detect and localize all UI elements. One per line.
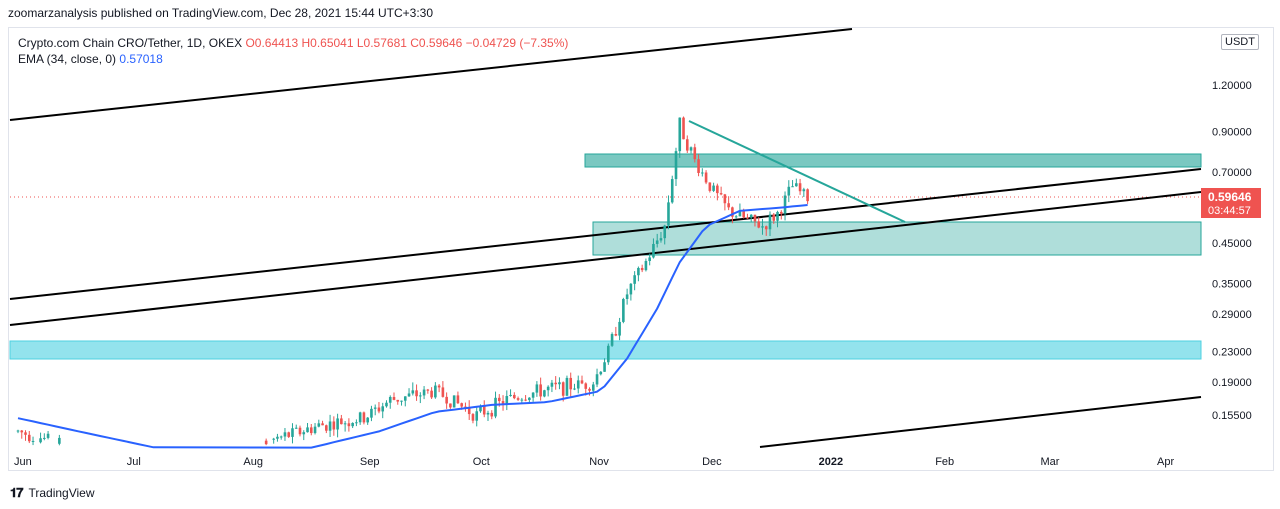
ema-value: 0.57018 xyxy=(119,52,163,66)
chart-frame xyxy=(8,27,1274,471)
symbol-label[interactable]: Crypto.com Chain CRO/Tether, 1D, OKEX xyxy=(18,36,243,50)
footer: 𝟏𝟕 TradingView xyxy=(10,485,95,501)
publisher-line: zoomarzanalysis published on TradingView… xyxy=(8,6,434,20)
ema-label[interactable]: EMA (34, close, 0) xyxy=(18,52,117,66)
currency-badge[interactable]: USDT xyxy=(1221,34,1259,50)
tradingview-logo-icon: 𝟏𝟕 xyxy=(10,485,24,500)
chart-legend: Crypto.com Chain CRO/Tether, 1D, OKEX O0… xyxy=(18,35,568,67)
brand-name: TradingView xyxy=(28,486,95,500)
ohlc-values: O0.64413 H0.65041 L0.57681 C0.59646 −0.0… xyxy=(245,36,569,50)
